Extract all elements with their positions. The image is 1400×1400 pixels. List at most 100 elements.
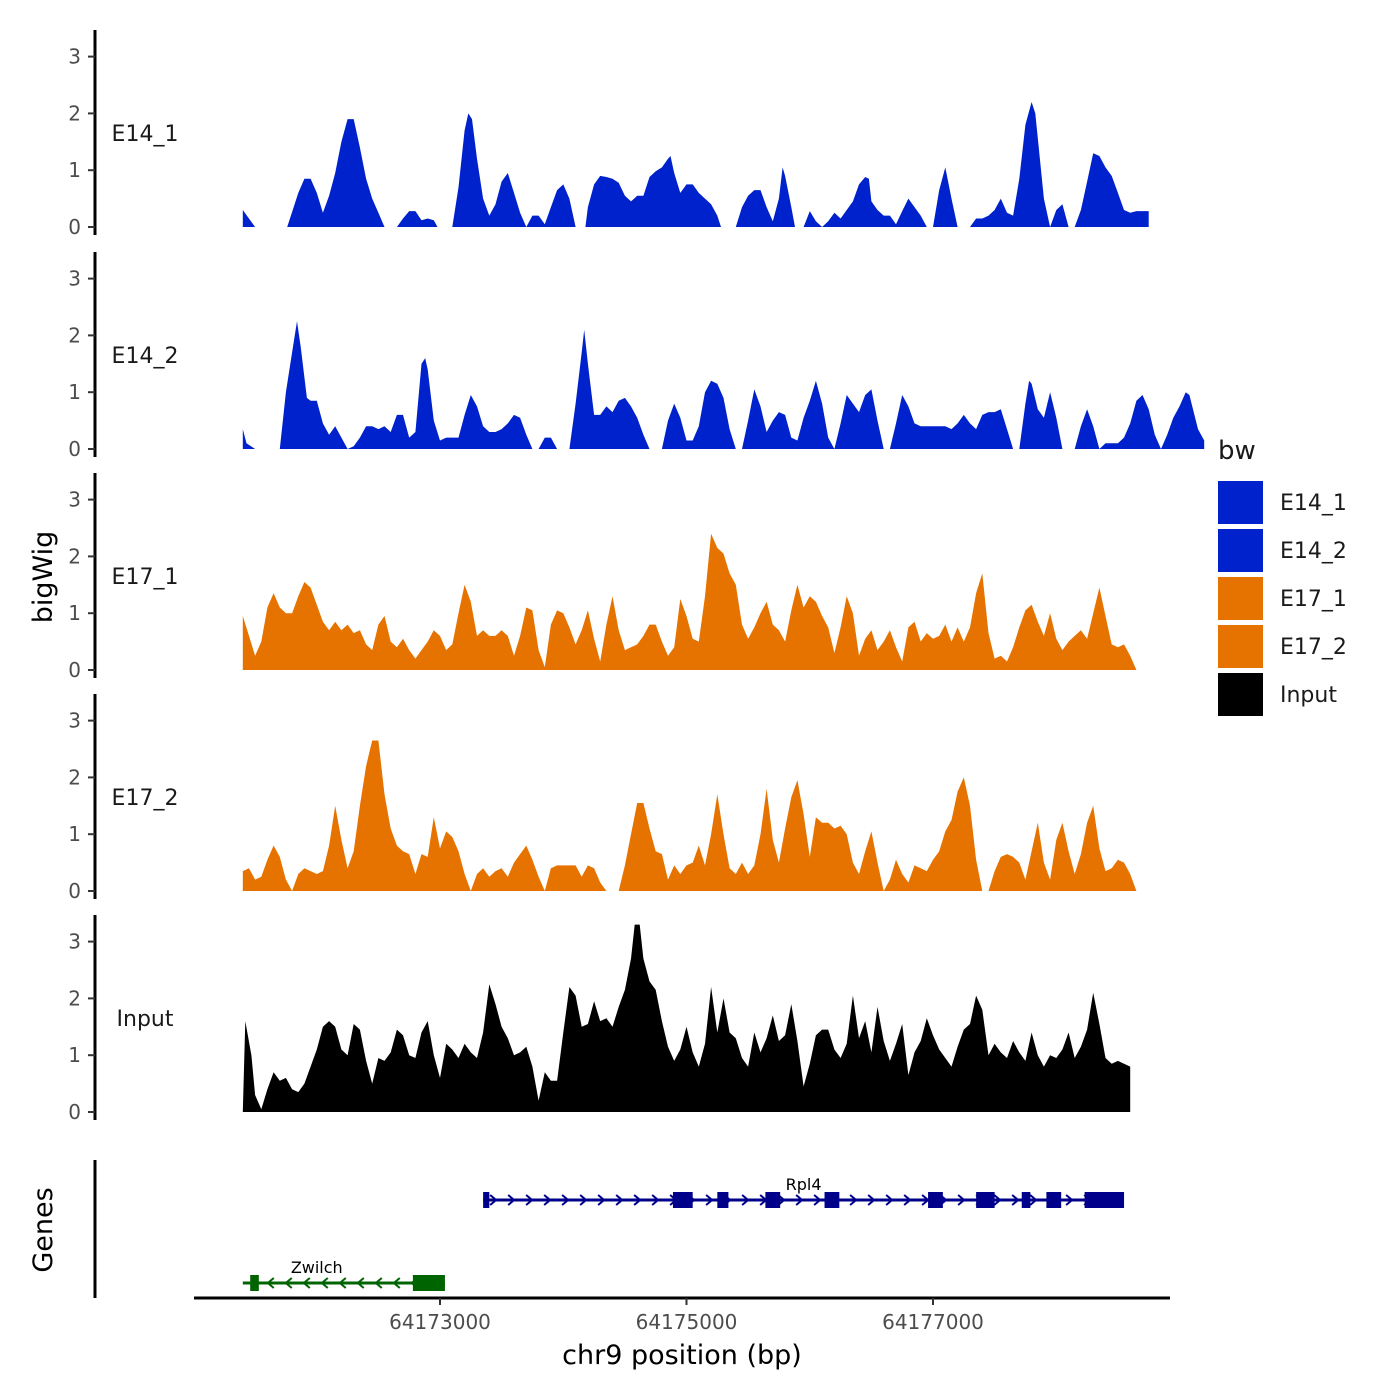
coverage-area <box>242 740 1137 891</box>
exon <box>672 1192 693 1208</box>
track-label: E14_2 <box>112 344 179 369</box>
legend-swatch <box>1218 577 1263 620</box>
exon <box>412 1275 445 1291</box>
y-tick-label: 2 <box>68 765 81 789</box>
legend-label: Input <box>1280 683 1337 708</box>
track-label: Input <box>117 1007 174 1032</box>
track-e17_1: 0 1 2 3 E17_1 <box>68 473 1137 682</box>
y-tick-label: 1 <box>68 380 81 404</box>
strand-chevron <box>525 1194 534 1206</box>
track-label: E17_2 <box>112 786 179 811</box>
strand-chevron <box>957 1194 966 1206</box>
track-label: E17_1 <box>112 565 179 590</box>
strand-chevron <box>507 1194 516 1206</box>
exon <box>824 1192 840 1208</box>
y-tick-label: 2 <box>68 986 81 1010</box>
y-tick-label: 0 <box>68 658 81 682</box>
strand-chevron <box>597 1194 606 1206</box>
y-tick-label: 0 <box>68 1100 81 1124</box>
y-tick-label: 3 <box>68 267 81 291</box>
strand-chevron <box>633 1194 642 1206</box>
exon <box>717 1192 729 1208</box>
exon <box>765 1192 781 1208</box>
strand-chevron <box>993 1194 1002 1206</box>
y-tick-label: 3 <box>68 930 81 954</box>
strand-chevron <box>302 1277 311 1289</box>
strand-chevron <box>867 1194 876 1206</box>
strand-chevron <box>651 1194 660 1206</box>
legend-swatch <box>1218 673 1263 716</box>
exon <box>483 1192 490 1208</box>
strand-chevron <box>356 1277 365 1289</box>
strand-chevron <box>374 1277 383 1289</box>
y-tick-label: 0 <box>68 215 81 239</box>
strand-chevron <box>1065 1194 1074 1206</box>
legend-title: bw <box>1218 436 1256 466</box>
legend-swatch <box>1218 481 1263 524</box>
y-tick-label: 1 <box>68 1043 81 1067</box>
track-e14_1: 0 1 2 3 E14_1 <box>68 30 1149 239</box>
strand-chevron <box>903 1194 912 1206</box>
strand-chevron <box>849 1194 858 1206</box>
legend-swatch <box>1218 625 1263 668</box>
strand-chevron <box>338 1277 347 1289</box>
coverage-area <box>242 924 1131 1112</box>
exon <box>1084 1192 1125 1208</box>
y-tick-label: 3 <box>68 45 81 69</box>
coverage-area <box>242 533 1137 670</box>
y-tick-label: 0 <box>68 879 81 903</box>
legend-label: E17_2 <box>1280 635 1347 660</box>
track-e14_2: 0 1 2 3 E14_2 <box>68 252 1205 461</box>
track-input: 0 1 2 3 Input <box>68 915 1131 1124</box>
strand-chevron <box>705 1194 714 1206</box>
y-tick-label: 2 <box>68 101 81 125</box>
legend-label: E14_2 <box>1280 539 1347 564</box>
strand-chevron <box>885 1194 894 1206</box>
strand-chevron <box>795 1194 804 1206</box>
x-tick-label: 64173000 <box>389 1310 491 1334</box>
y-tick-label: 1 <box>68 822 81 846</box>
gene-zwilch: Zwilch <box>242 1258 445 1291</box>
strand-chevron <box>1029 1194 1038 1206</box>
coverage-area <box>242 102 1149 227</box>
legend-swatch <box>1218 529 1263 572</box>
exon <box>928 1192 943 1208</box>
legend: bw E14_1 E14_2 E17_1 E17_2 Input <box>1218 436 1347 716</box>
gene-label: Zwilch <box>291 1258 343 1277</box>
gene-rpl4: Rpl4 <box>483 1175 1125 1208</box>
track-panels: 0 1 2 3 E14_1 0 1 2 3 E14_2 0 1 2 3 E17_1 0 1 2 3 E17_2 0 1 2 3… <box>68 30 1205 1124</box>
strand-chevron <box>813 1194 822 1206</box>
y-tick-label: 1 <box>68 158 81 182</box>
strand-chevron <box>615 1194 624 1206</box>
y-tick-label: 0 <box>68 437 81 461</box>
strand-chevron <box>1011 1194 1020 1206</box>
exon <box>1021 1192 1031 1208</box>
genes-panel: 64173000 64175000 64177000 Rpl4 Zwilch <box>93 1160 1170 1334</box>
strand-chevron <box>741 1194 750 1206</box>
exon <box>1046 1192 1062 1208</box>
strand-chevron <box>284 1277 293 1289</box>
strand-chevron <box>543 1194 552 1206</box>
track-e17_2: 0 1 2 3 E17_2 <box>68 694 1137 903</box>
exon <box>250 1275 259 1291</box>
strand-chevron <box>561 1194 570 1206</box>
track-label: E14_1 <box>112 122 179 147</box>
strand-chevron <box>392 1277 401 1289</box>
legend-label: E14_1 <box>1280 491 1347 516</box>
strand-chevron <box>320 1277 329 1289</box>
x-tick-label: 64177000 <box>882 1310 984 1334</box>
y-tick-label: 3 <box>68 709 81 733</box>
legend-label: E17_1 <box>1280 587 1347 612</box>
y-tick-label: 1 <box>68 601 81 625</box>
y-axis-title: bigWig <box>28 531 59 624</box>
exon <box>976 1192 995 1208</box>
coverage-area <box>242 321 1205 449</box>
genes-axis-title: Genes <box>28 1187 59 1272</box>
gene-label: Rpl4 <box>786 1175 822 1194</box>
y-tick-label: 3 <box>68 488 81 512</box>
x-axis-title: chr9 position (bp) <box>562 1340 802 1371</box>
y-tick-label: 2 <box>68 544 81 568</box>
y-tick-label: 2 <box>68 323 81 347</box>
strand-chevron <box>489 1194 498 1206</box>
